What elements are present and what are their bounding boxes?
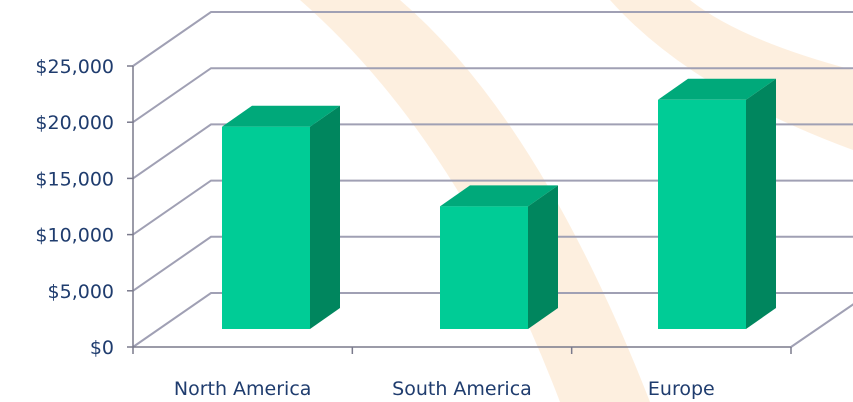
gridline bbox=[132, 235, 853, 292]
x-category-label: South America bbox=[392, 378, 532, 400]
bar-front-face bbox=[658, 99, 746, 329]
y-tick-label: $5,000 bbox=[48, 281, 114, 303]
bar-north-america bbox=[222, 105, 340, 329]
y-tick-label: $25,000 bbox=[35, 56, 114, 78]
gridline bbox=[132, 123, 853, 180]
bar-front-face bbox=[222, 126, 310, 329]
gridline bbox=[132, 292, 853, 348]
bar-top-face bbox=[222, 105, 340, 127]
y-tick-label: $15,000 bbox=[35, 168, 114, 190]
y-tick-label: $10,000 bbox=[35, 225, 114, 247]
bar-south-america bbox=[440, 185, 558, 329]
y-tick-label: $0 bbox=[90, 337, 114, 359]
x-category-label: North America bbox=[174, 378, 312, 400]
bar-europe bbox=[658, 78, 776, 329]
floor-edge bbox=[790, 303, 853, 348]
gridline bbox=[132, 67, 853, 124]
labels: $0 $5,000 $10,000 $15,000 $20,000 $25,000 Nort… bbox=[35, 56, 714, 400]
bar-side-face bbox=[310, 105, 340, 329]
bar-side-face bbox=[746, 78, 776, 329]
gridline bbox=[132, 11, 853, 67]
bars bbox=[222, 78, 776, 329]
background-swoosh bbox=[610, 0, 853, 150]
axes bbox=[127, 65, 853, 354]
x-category-label: Europe bbox=[648, 378, 715, 400]
gridlines bbox=[132, 11, 853, 348]
bar-top-face bbox=[440, 185, 558, 207]
y-tick-label: $20,000 bbox=[35, 112, 114, 134]
bar-top-face bbox=[658, 78, 776, 100]
gridline bbox=[132, 179, 853, 236]
bar-front-face bbox=[440, 206, 528, 329]
bar-side-face bbox=[528, 185, 558, 329]
